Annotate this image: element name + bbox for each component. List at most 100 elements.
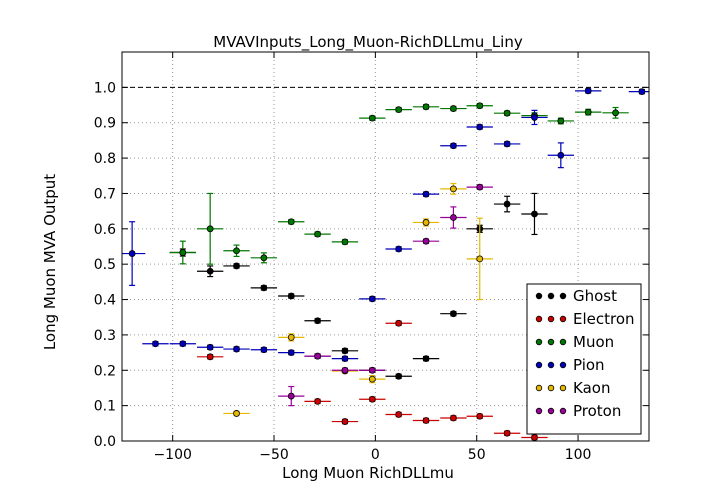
legend-marker — [547, 384, 555, 392]
data-point — [152, 340, 159, 348]
legend-marker — [547, 338, 555, 346]
legend-marker — [559, 407, 567, 415]
legend: Ghost Electron Muon Pion Kaon Proton — [526, 283, 642, 435]
data-point — [368, 114, 376, 122]
data-point — [395, 372, 403, 380]
legend-item-pion: Pion — [535, 356, 605, 374]
data-point — [260, 284, 268, 292]
data-point — [314, 397, 321, 405]
data-point — [260, 254, 268, 262]
data-point — [584, 108, 592, 116]
y-tick-label: 0.6 — [94, 222, 116, 238]
data-point — [638, 88, 646, 96]
y-tick-label: 0.2 — [94, 363, 116, 379]
y-tick-label: 0.3 — [94, 328, 116, 344]
data-point — [314, 317, 321, 325]
data-point — [233, 262, 240, 270]
y-axis-title: Long Muon MVA Output — [41, 174, 59, 350]
legend-item-kaon: Kaon — [535, 379, 610, 397]
data-point — [341, 238, 349, 246]
data-point — [395, 411, 403, 418]
data-point — [476, 123, 484, 131]
data-series — [122, 87, 649, 441]
data-point — [368, 375, 376, 383]
data-point — [341, 418, 349, 425]
data-point — [341, 366, 349, 374]
legend-label: Proton — [573, 402, 621, 420]
y-tick-label: 0.9 — [94, 116, 116, 132]
data-point — [395, 106, 403, 114]
data-point — [368, 295, 376, 303]
legend-item-ghost: Ghost — [535, 287, 617, 305]
data-point — [503, 200, 511, 208]
data-point — [450, 414, 457, 422]
data-point — [341, 355, 349, 363]
data-point — [314, 352, 321, 360]
legend-label: Ghost — [573, 287, 617, 305]
series-pion — [122, 87, 649, 363]
legend-item-proton: Proton — [535, 402, 621, 420]
legend-item-muon: Muon — [535, 333, 614, 351]
data-point — [450, 105, 457, 112]
data-point — [476, 255, 484, 263]
data-point — [128, 250, 136, 257]
data-point — [395, 245, 403, 253]
data-point — [422, 355, 430, 363]
data-point — [233, 345, 240, 353]
data-point — [476, 183, 484, 191]
data-point — [584, 87, 592, 95]
legend-marker — [535, 384, 543, 392]
legend-marker — [535, 292, 543, 300]
legend-label: Muon — [573, 333, 614, 351]
data-point — [341, 347, 349, 355]
x-tick-label: −50 — [259, 447, 289, 463]
x-tick-label: −100 — [153, 447, 191, 463]
legend-marker — [547, 315, 555, 323]
data-point — [612, 109, 619, 117]
x-tick-label: 50 — [468, 447, 486, 463]
data-point — [422, 103, 430, 111]
data-point — [260, 346, 268, 354]
data-point — [287, 333, 295, 341]
data-point — [368, 366, 376, 374]
legend-marker — [559, 361, 567, 369]
legend-label: Pion — [573, 356, 605, 374]
legend-box — [526, 283, 642, 435]
data-point — [287, 392, 295, 400]
y-tick-label: 0.4 — [94, 293, 116, 309]
legend-marker — [535, 361, 543, 369]
data-point — [450, 214, 457, 221]
data-point — [233, 247, 240, 255]
data-point — [557, 117, 565, 125]
data-point — [179, 249, 187, 256]
data-point — [206, 225, 214, 233]
data-point — [395, 319, 403, 327]
chart-title: MVAVInputs_Long_Muon-RichDLLmu_Liny — [213, 33, 523, 52]
legend-marker — [547, 292, 555, 300]
data-point — [503, 140, 511, 148]
y-axis-ticks: 0.0 0.1 0.2 0.3 0.4 0.5 0.6 0.7 0.8 0.9 1.0 — [94, 80, 649, 450]
legend-marker — [547, 407, 555, 415]
x-tick-label: 100 — [565, 447, 592, 463]
legend-marker — [559, 315, 567, 323]
data-point — [287, 218, 295, 226]
y-tick-label: 0.8 — [94, 151, 116, 167]
data-point — [422, 190, 430, 198]
data-point — [503, 109, 511, 117]
y-tick-label: 1.0 — [94, 80, 116, 96]
data-point — [314, 230, 321, 238]
x-tick-label: 0 — [371, 447, 380, 463]
legend-label: Kaon — [573, 379, 610, 397]
legend-marker — [535, 407, 543, 415]
legend-marker — [535, 315, 543, 323]
data-point — [368, 395, 376, 403]
legend-label: Electron — [573, 310, 635, 328]
legend-item-electron: Electron — [535, 310, 635, 328]
legend-marker — [547, 361, 555, 369]
y-tick-label: 0.0 — [94, 434, 116, 450]
data-point — [476, 102, 484, 110]
plot-frame — [121, 51, 650, 442]
data-point — [450, 185, 457, 193]
legend-marker — [559, 338, 567, 346]
